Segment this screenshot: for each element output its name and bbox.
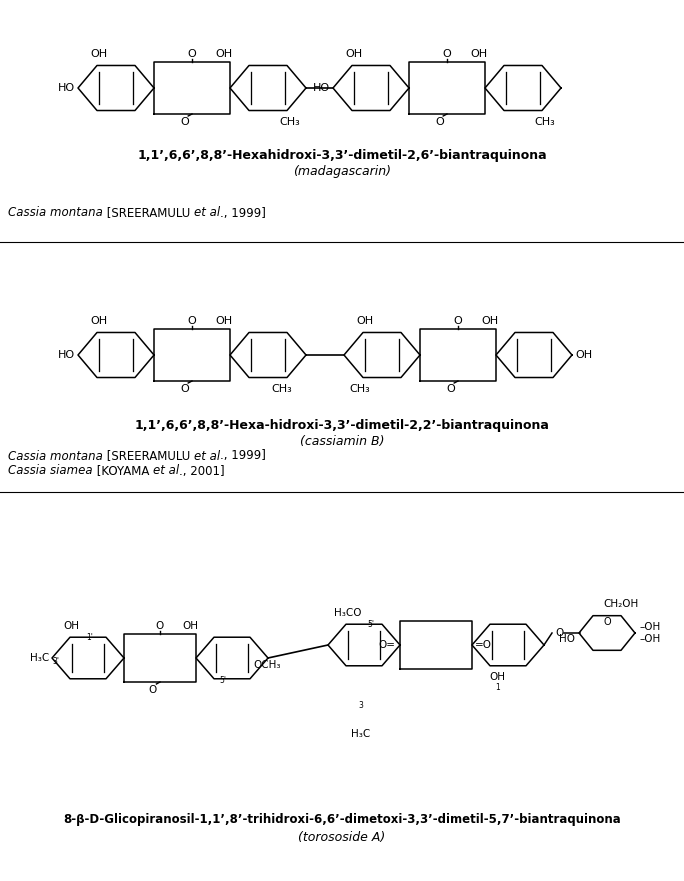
Text: CH₂OH: CH₂OH [603,599,639,609]
Text: OH: OH [489,672,505,682]
Text: 8-β-D-Glicopiranosil-1,1’,8’-trihidroxi-6,6’-dimetoxi-3,3’-dimetil-5,7’-biantraq: 8-β-D-Glicopiranosil-1,1’,8’-trihidroxi-… [63,813,621,826]
Text: HO: HO [58,350,75,360]
Text: HO: HO [58,83,75,93]
Text: 1,1’,6,6’,8,8’-Hexa-hidroxi-3,3’-dimetil-2,2’-biantraquinona: 1,1’,6,6’,8,8’-Hexa-hidroxi-3,3’-dimetil… [135,418,549,432]
Text: –OH: –OH [639,634,660,644]
Text: 3: 3 [358,700,363,709]
Text: CH₃: CH₃ [350,384,371,394]
Text: et al: et al [153,464,179,478]
Text: O: O [446,384,455,394]
Text: OH: OH [575,350,592,360]
Text: O: O [555,628,563,638]
Text: Cassia siamea: Cassia siamea [8,464,92,478]
Text: H₃C: H₃C [351,729,370,739]
Text: O=: O= [378,640,395,650]
Text: (madagascarin): (madagascarin) [293,166,391,179]
Text: OH: OH [90,316,107,326]
Text: CH₃: CH₃ [279,117,300,127]
Text: H₃C: H₃C [29,653,49,663]
Text: ., 1999]: ., 1999] [220,449,266,463]
Text: O: O [435,117,444,127]
Text: O: O [156,621,164,631]
Text: (torososide A): (torososide A) [298,831,386,843]
Text: HO: HO [313,83,330,93]
Text: ., 2001]: ., 2001] [179,464,224,478]
Text: et al: et al [194,449,220,463]
Text: O: O [443,49,451,59]
Text: OH: OH [471,49,488,59]
Text: Cassia montana: Cassia montana [8,449,103,463]
Text: O: O [180,384,189,394]
Text: OH: OH [482,316,499,326]
Text: OH: OH [215,49,233,59]
Text: 3': 3' [52,657,60,666]
Text: O: O [603,617,611,627]
Text: OH: OH [64,621,80,631]
Text: =O: =O [475,640,492,650]
Text: O: O [180,117,189,127]
Text: O: O [453,316,462,326]
Text: CH₃: CH₃ [534,117,555,127]
Text: 1: 1 [495,683,499,692]
Text: et al: et al [194,206,220,219]
Text: OCH₃: OCH₃ [254,660,281,670]
Text: [SREERAMULU: [SREERAMULU [103,449,194,463]
Text: OH: OH [90,49,107,59]
Text: [SREERAMULU: [SREERAMULU [103,206,194,219]
Text: 1,1’,6,6’,8,8’-Hexahidroxi-3,3’-dimetil-2,6’-biantraquinona: 1,1’,6,6’,8,8’-Hexahidroxi-3,3’-dimetil-… [137,149,547,161]
Text: OH: OH [215,316,233,326]
Text: 5': 5' [220,676,226,685]
Text: 1': 1' [86,633,93,642]
Text: ., 1999]: ., 1999] [220,206,266,219]
Text: (cassiamin B): (cassiamin B) [300,435,384,448]
Text: O: O [187,49,196,59]
Text: CH₃: CH₃ [272,384,293,394]
Text: OH: OH [345,49,363,59]
Text: OH: OH [183,621,198,631]
Text: HO: HO [559,634,575,644]
Text: O: O [148,685,157,695]
Text: H₃CO: H₃CO [334,608,362,618]
Text: O: O [187,316,196,326]
Text: Cassia montana: Cassia montana [8,206,103,219]
Text: –OH: –OH [639,622,660,632]
Text: OH: OH [356,316,373,326]
Text: 5': 5' [367,620,375,629]
Text: [KOYAMA: [KOYAMA [92,464,153,478]
